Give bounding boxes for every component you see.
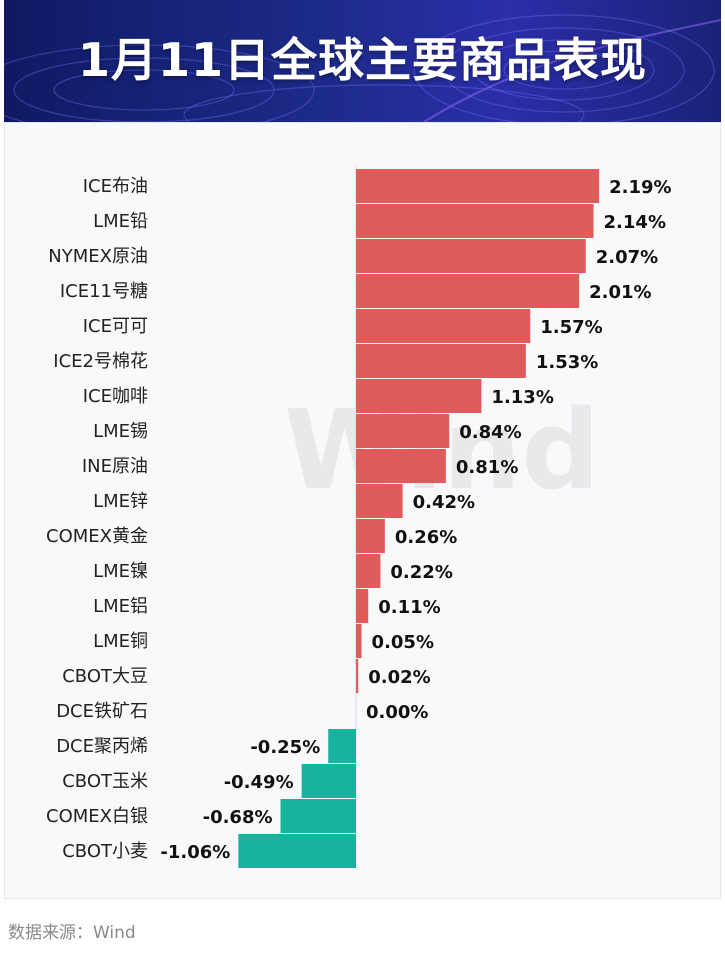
value-label: 0.05% [372, 632, 434, 653]
value-label: 0.26% [395, 527, 457, 548]
bar [356, 344, 526, 378]
bar [328, 729, 356, 763]
value-label: 1.57% [540, 317, 602, 338]
category-label: ICE可可 [83, 316, 148, 337]
category-label: INE原油 [82, 456, 148, 477]
value-label: 0.42% [413, 492, 475, 513]
bar [356, 274, 580, 308]
bar [356, 414, 450, 448]
bar [356, 449, 446, 483]
value-label: 1.13% [491, 387, 553, 408]
bar [356, 519, 385, 553]
value-label: -1.06% [160, 842, 230, 863]
value-label: 0.00% [366, 702, 428, 723]
bar [280, 799, 356, 833]
source-note: 数据来源：Wind [8, 923, 136, 943]
bar [356, 239, 586, 273]
category-label: LME镍 [93, 561, 148, 582]
bar [356, 309, 531, 343]
category-label: ICE2号棉花 [53, 351, 148, 372]
category-label: DCE聚丙烯 [56, 736, 148, 757]
value-label: 0.02% [368, 667, 430, 688]
bar-chart: Wind ICE布油2.19%LME铅2.14%NYMEX原油2.07%ICE1… [46, 165, 672, 869]
category-label: NYMEX原油 [48, 246, 148, 267]
value-label: 2.19% [609, 177, 671, 198]
category-label: CBOT小麦 [62, 841, 148, 862]
category-label: ICE11号糖 [60, 281, 148, 302]
category-label: COMEX黄金 [46, 526, 148, 547]
page-title: 1月11日全球主要商品表现 [77, 33, 648, 87]
bar [356, 379, 482, 413]
bar [356, 589, 369, 623]
bar [356, 659, 359, 693]
bar [356, 624, 362, 658]
category-label: CBOT大豆 [62, 666, 148, 687]
value-label: -0.25% [250, 737, 320, 758]
bar [238, 834, 356, 868]
category-label: DCE铁矿石 [56, 701, 148, 722]
title-banner: 1月11日全球主要商品表现 [4, 0, 721, 122]
value-label: 2.01% [589, 282, 651, 303]
category-label: ICE咖啡 [83, 386, 148, 407]
contour-decoration [4, 14, 721, 122]
value-label: 0.81% [456, 457, 518, 478]
category-label: LME铅 [93, 211, 148, 232]
value-label: -0.49% [224, 772, 294, 793]
bar [301, 764, 356, 798]
value-label: 1.53% [536, 352, 598, 373]
category-label: CBOT玉米 [62, 771, 148, 792]
value-label: -0.68% [203, 807, 273, 828]
category-label: LME铝 [93, 596, 148, 617]
chart-panel: Wind ICE布油2.19%LME铅2.14%NYMEX原油2.07%ICE1… [4, 122, 721, 899]
category-label: LME锌 [93, 491, 148, 512]
bar [356, 169, 600, 203]
category-label: COMEX白银 [46, 806, 148, 827]
value-label: 2.14% [604, 212, 666, 233]
bar [356, 554, 381, 588]
category-label: LME铜 [93, 631, 148, 652]
category-label: ICE布油 [83, 176, 148, 197]
category-label: LME锡 [93, 421, 148, 442]
bar [356, 484, 403, 518]
value-label: 0.11% [378, 597, 440, 618]
bar [356, 204, 594, 238]
value-label: 0.84% [459, 422, 521, 443]
value-label: 2.07% [596, 247, 658, 268]
value-label: 0.22% [390, 562, 452, 583]
